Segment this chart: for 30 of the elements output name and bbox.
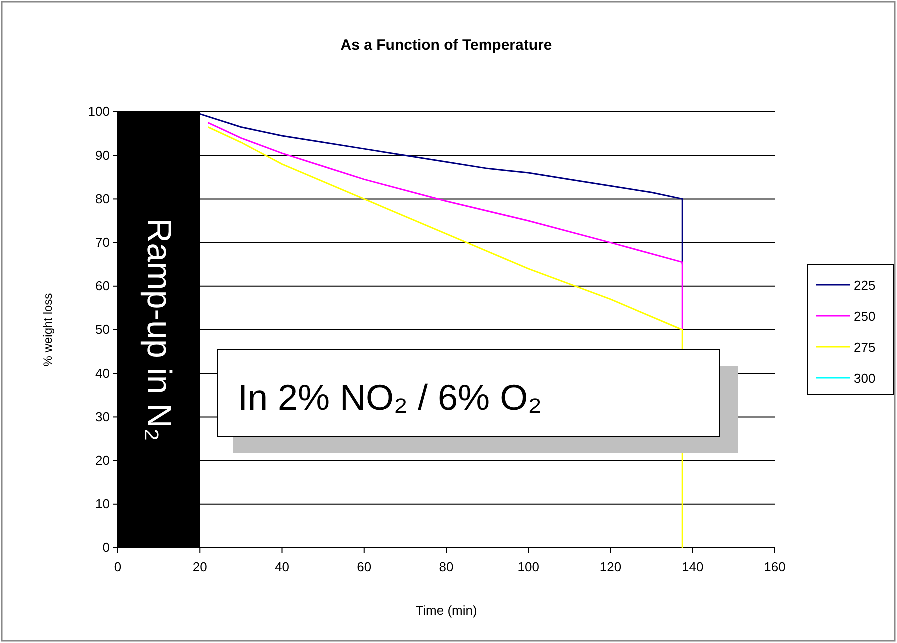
y-tick-label: 100 <box>88 104 110 120</box>
y-axis-title: % weight loss <box>41 293 55 367</box>
y-tick-label: 60 <box>96 278 110 294</box>
x-tick-label: 160 <box>764 560 786 575</box>
legend-label: 250 <box>854 309 876 324</box>
x-tick-label: 120 <box>600 560 622 575</box>
annotation: In 2% NO₂ / 6% O₂ <box>238 377 542 418</box>
line-series <box>208 122 684 331</box>
x-tick-label: 100 <box>518 560 540 575</box>
band-label: Ramp-up in N₂ <box>140 218 178 442</box>
y-tick-label: 70 <box>96 234 110 250</box>
x-tick-label: 40 <box>275 560 290 575</box>
chart-title: As a Function of Temperature <box>340 37 552 54</box>
legend-label: 275 <box>854 340 876 355</box>
x-tick-label: 0 <box>114 560 122 575</box>
x-tick-label: 20 <box>192 560 208 575</box>
y-tick-label: 40 <box>96 366 110 381</box>
y-tick-label: 0 <box>102 540 110 556</box>
x-tick-label: 80 <box>439 560 454 575</box>
x-tick-label: 60 <box>357 560 372 575</box>
x-axis-title: Time (min) <box>416 603 478 618</box>
y-tick-label: 20 <box>96 452 110 468</box>
y-tick-label: 30 <box>96 409 110 424</box>
y-tick-label: 90 <box>96 148 110 163</box>
legend-label: 225 <box>854 278 876 293</box>
legend-label: 300 <box>854 371 876 386</box>
y-tick-label: 50 <box>96 322 110 338</box>
y-tick-label: 10 <box>96 496 110 512</box>
y-tick-label: 80 <box>96 191 110 206</box>
x-tick-label: 140 <box>682 560 704 575</box>
